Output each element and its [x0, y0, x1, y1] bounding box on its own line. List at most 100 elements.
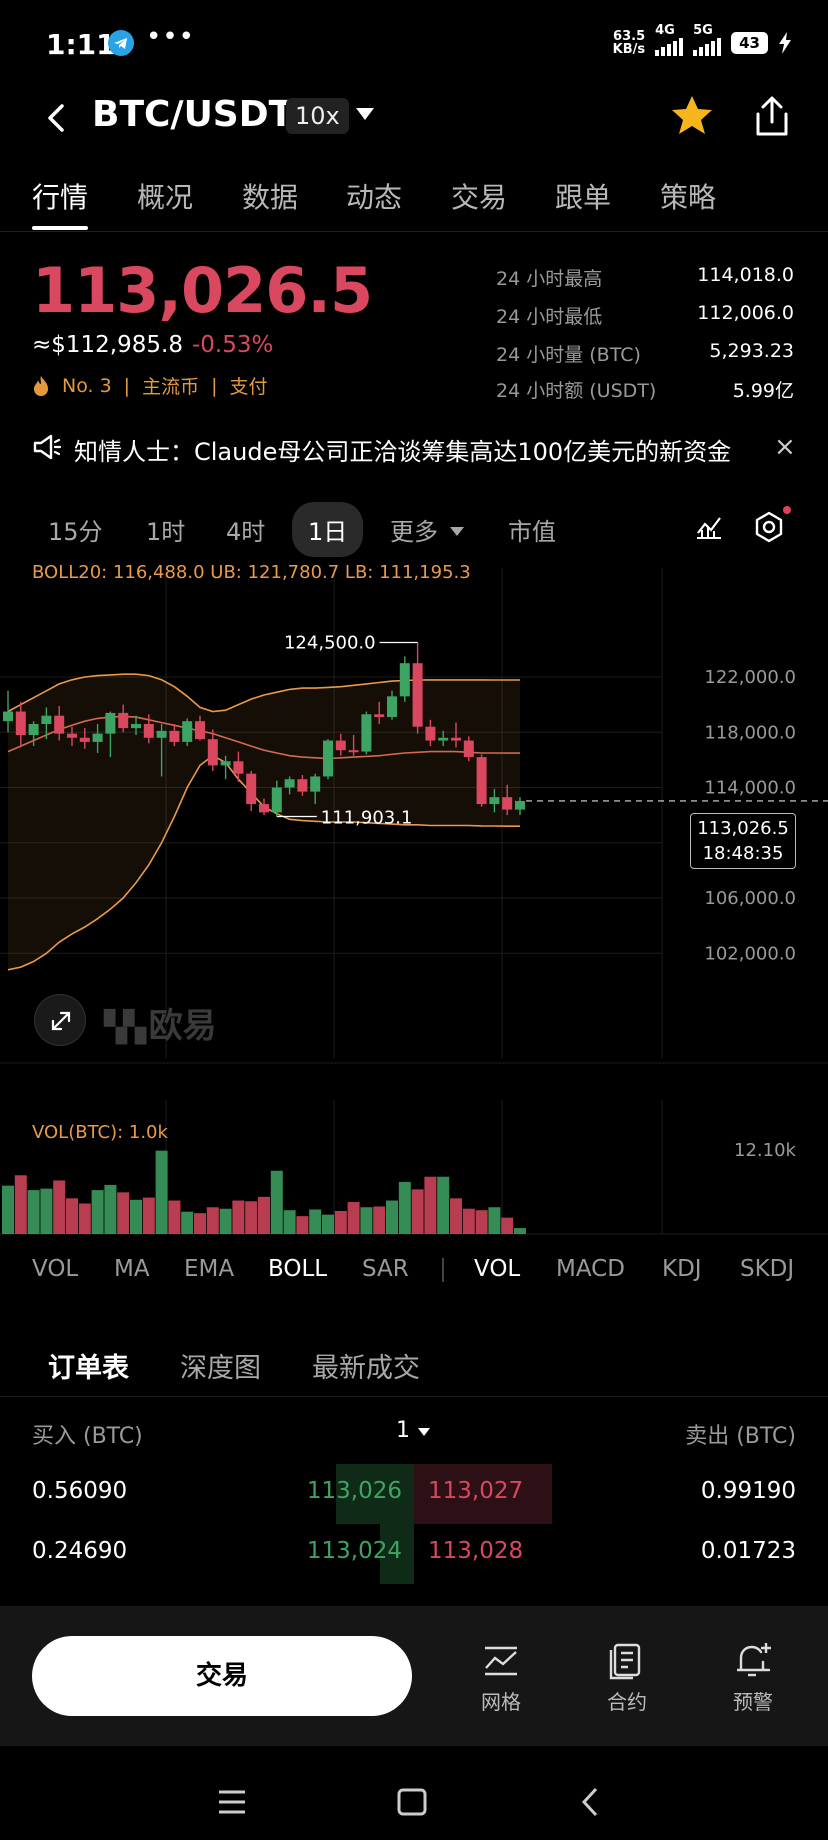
share-icon[interactable] — [752, 94, 792, 138]
candle-body — [182, 721, 193, 742]
interval-1h[interactable]: 1时 — [146, 518, 186, 546]
candle-body — [67, 733, 77, 738]
back-icon[interactable] — [42, 98, 72, 138]
chart-settings-icon[interactable] — [752, 510, 786, 544]
status-time: 1:11 — [46, 28, 116, 61]
market-cap-toggle[interactable]: 市值 — [508, 518, 556, 546]
ask-price[interactable]: 113,027 — [428, 1478, 524, 1504]
battery-indicator: 43 — [731, 32, 768, 54]
orderbook-row[interactable]: 0.24690 113,024 113,028 0.01723 — [0, 1524, 828, 1584]
pair-title[interactable]: BTC/USDT — [92, 94, 294, 135]
signal-icon — [655, 38, 684, 56]
chevron-down-icon[interactable] — [356, 108, 374, 120]
volume-max-label: 12.10k — [734, 1140, 796, 1161]
candle-body — [476, 757, 487, 805]
rank-label[interactable]: No. 3 — [62, 374, 112, 397]
indicator-sar[interactable]: SAR — [362, 1256, 409, 1282]
grid-bot-icon — [485, 1646, 517, 1676]
volume-bar — [91, 1190, 104, 1234]
candle-body — [118, 712, 129, 729]
orderbook-row[interactable]: 0.56090 113,026 113,027 0.99190 — [0, 1464, 828, 1524]
alert-button[interactable]: 预警 — [708, 1640, 798, 1715]
candle-body — [246, 773, 257, 805]
grid-button[interactable]: 网格 — [456, 1640, 546, 1715]
main-tabs: 行情 概况 数据 动态 交易 跟单 策略 — [0, 176, 828, 232]
contract-button[interactable]: 合约 — [582, 1640, 672, 1715]
interval-4h[interactable]: 4时 — [226, 518, 266, 546]
volume-bar — [411, 1189, 424, 1234]
ask-depth-bar — [414, 1464, 552, 1524]
volume-bar — [462, 1208, 475, 1234]
sub-indicator-kdj[interactable]: KDJ — [662, 1256, 702, 1282]
candle-body — [156, 730, 167, 738]
stat-vol-value: 5,293.23 — [709, 340, 794, 362]
tab-market[interactable]: 行情 — [32, 181, 89, 214]
interval-15m[interactable]: 15分 — [48, 518, 103, 546]
candlestick-chart[interactable]: 122,000.0118,000.0114,000.0110,000.0106,… — [0, 558, 828, 1068]
sub-indicator-macd[interactable]: MACD — [556, 1256, 625, 1282]
telegram-icon — [108, 30, 134, 56]
interval-1d[interactable]: 1日 — [292, 502, 364, 557]
candle-body — [425, 726, 436, 741]
chevron-down-icon[interactable] — [450, 527, 464, 536]
status-bar: 1:11 ••• 63.5 KB/s 4G 5G 43 — [0, 0, 828, 90]
expand-icon[interactable] — [34, 994, 86, 1046]
candle-body — [310, 776, 321, 792]
tab-depth-chart[interactable]: 深度图 — [180, 1353, 261, 1384]
candle-body — [92, 733, 103, 742]
tab-latest-trades[interactable]: 最新成交 — [312, 1353, 420, 1384]
net-speed: 63.5 — [613, 29, 646, 44]
sub-indicator-vol[interactable]: VOL — [474, 1256, 521, 1282]
indicator-ma[interactable]: MA — [114, 1256, 150, 1282]
candle-body — [412, 663, 423, 727]
candle-body — [15, 711, 26, 736]
network-type-2: 5G — [693, 23, 713, 38]
volume-bar — [501, 1217, 514, 1234]
tab-copy-trading[interactable]: 跟单 — [555, 181, 612, 214]
tab-trade[interactable]: 交易 — [451, 181, 508, 214]
indicator-boll[interactable]: BOLL — [268, 1256, 328, 1282]
tab-strategy[interactable]: 策略 — [660, 181, 717, 214]
notification-dot — [783, 506, 791, 514]
last-price-tag-value: 113,026.5 — [697, 818, 789, 839]
home-icon[interactable] — [397, 1788, 427, 1816]
news-ticker[interactable]: 知情人士：Claude母公司正洽谈筹集高达100亿美元的新资金 — [74, 438, 732, 466]
last-price-tag[interactable]: 113,026.5 18:48:35 — [690, 813, 796, 869]
stat-high-label: 24 小时最高 — [496, 268, 603, 290]
interval-more[interactable]: 更多 — [390, 518, 438, 546]
contract-label: 合约 — [607, 1690, 647, 1714]
close-icon[interactable]: × — [774, 432, 796, 462]
candle-body — [54, 715, 65, 734]
tab-data[interactable]: 数据 — [242, 181, 299, 214]
star-icon[interactable] — [668, 92, 716, 140]
tag-mainstream[interactable]: 主流币 — [142, 376, 200, 398]
indicator-icon[interactable] — [694, 512, 724, 542]
stat-vol-label: 24 小时量 (BTC) — [496, 344, 641, 366]
precision-select[interactable]: 1 — [396, 1418, 410, 1443]
menu-icon[interactable] — [219, 1790, 245, 1814]
sub-indicator-skdj[interactable]: SKDJ — [740, 1256, 795, 1282]
fire-icon — [34, 375, 48, 396]
tab-order-book[interactable]: 订单表 — [48, 1353, 129, 1384]
bid-price[interactable]: 113,026 — [306, 1478, 402, 1504]
candle-body — [361, 714, 372, 752]
volume-bar — [53, 1180, 66, 1234]
bid-qty: 0.56090 — [32, 1478, 128, 1504]
tab-feed[interactable]: 动态 — [346, 181, 403, 214]
tab-overview[interactable]: 概况 — [137, 181, 194, 214]
back-nav-icon[interactable] — [581, 1787, 598, 1817]
chevron-down-icon[interactable] — [418, 1428, 430, 1436]
volume-bar — [386, 1200, 398, 1234]
trade-button[interactable]: 交易 — [32, 1636, 412, 1716]
ask-price[interactable]: 113,028 — [428, 1538, 524, 1564]
indicator-ema[interactable]: EMA — [184, 1256, 235, 1282]
volume-bar — [232, 1200, 245, 1234]
tag-payment[interactable]: 支付 — [229, 376, 268, 398]
volume-bar — [488, 1207, 501, 1234]
indicator-vol[interactable]: VOL — [32, 1256, 79, 1282]
usd-equivalent: ≈$112,985.8 — [32, 332, 183, 358]
bid-price[interactable]: 113,024 — [306, 1538, 402, 1564]
volume-bar — [322, 1214, 334, 1234]
leverage-badge[interactable]: 10x — [286, 98, 349, 134]
last-price: 113,026.5 — [32, 254, 373, 327]
